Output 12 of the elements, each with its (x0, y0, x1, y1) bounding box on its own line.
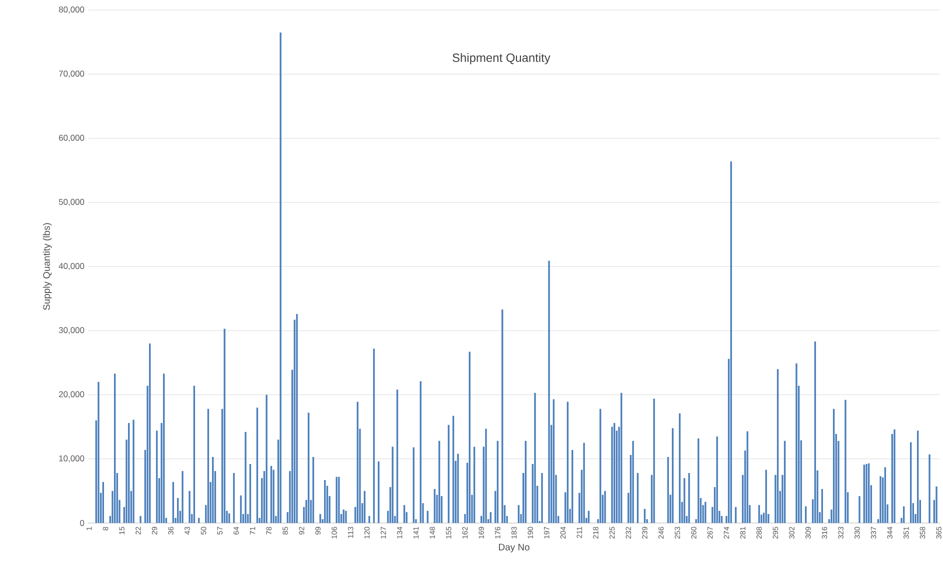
x-axis-title: Day No (499, 544, 530, 552)
y-tick-label: 10,000 (59, 455, 84, 462)
y-tick-label: 60,000 (59, 134, 84, 142)
y-axis-title: Supply Quantity (lbs) (42, 223, 52, 310)
y-tick-label: 20,000 (59, 391, 84, 398)
y-tick-label: 30,000 (58, 327, 84, 334)
y-tick-label: 70,000 (59, 70, 84, 78)
y-tick-label: 40,000 (58, 263, 84, 270)
text: Shipment Quantity (452, 53, 550, 64)
y-tick-label: 80,000 (58, 6, 84, 14)
y-tick-label: 50,000 (58, 198, 84, 206)
y-tick-label: 0 (80, 520, 84, 526)
